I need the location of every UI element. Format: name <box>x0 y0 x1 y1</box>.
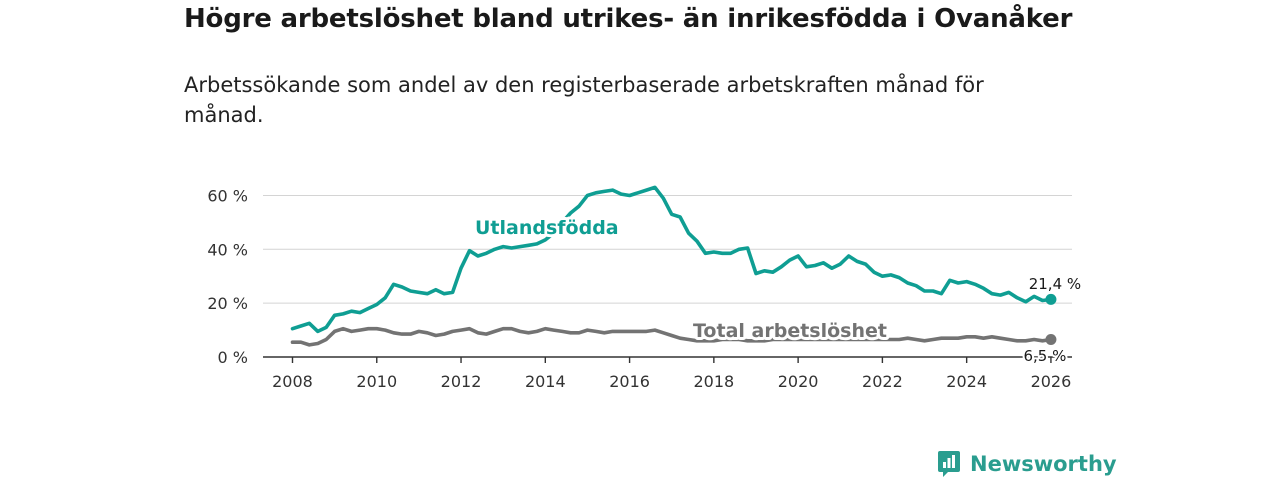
series-labels: Utlandsfödda Total arbetslöshet 21,4 % 6,5 … <box>472 214 1083 367</box>
newsworthy-icon <box>938 451 960 477</box>
x-tick-label-2016: 2016 <box>609 372 650 391</box>
x-tick-label-2022: 2022 <box>862 372 903 391</box>
x-tick-label-2010: 2010 <box>356 372 397 391</box>
brand-name: Newsworthy <box>970 452 1117 476</box>
y-axis: 0 % 20 % 40 % 60 % <box>207 186 248 367</box>
x-tick-label-2020: 2020 <box>778 372 819 391</box>
end-point-utlandsfodda <box>1045 293 1057 305</box>
chart-subtitle: Arbetssökande som andel av den registerb… <box>184 73 984 127</box>
series-label-utlandsfodda: Utlandsfödda <box>475 217 619 239</box>
series-label-total: Total arbetslöshet <box>693 320 887 342</box>
end-point-total <box>1045 334 1057 345</box>
x-tick-label-2014: 2014 <box>525 372 566 391</box>
x-tick-label-2012: 2012 <box>441 372 482 391</box>
end-label-utlandsfodda: 21,4 % <box>1029 275 1081 293</box>
gridlines <box>263 194 1072 304</box>
series-line-utlandsfodda <box>290 185 1053 334</box>
x-tick-label-2018: 2018 <box>693 372 734 391</box>
x-tick-label-2024: 2024 <box>946 372 987 391</box>
y-tick-label-60: 60 % <box>207 186 248 205</box>
y-tick-label-20: 20 % <box>207 294 248 313</box>
series <box>290 185 1057 347</box>
x-tick-label-2026: 2026 <box>1031 372 1072 391</box>
x-axis: 2008 2010 2012 2014 2016 2018 2020 2022 2024 2026 <box>272 357 1071 391</box>
series-line-total <box>290 326 1053 347</box>
brand-logo: Newsworthy <box>937 449 1117 479</box>
end-label-total: 6,5 % <box>1023 347 1066 365</box>
y-tick-label-40: 40 % <box>207 240 248 259</box>
chart-title: Högre arbetslöshet bland utrikes- än inr… <box>184 4 1073 34</box>
y-tick-label-0: 0 % <box>218 348 248 367</box>
x-tick-label-2008: 2008 <box>272 372 313 391</box>
